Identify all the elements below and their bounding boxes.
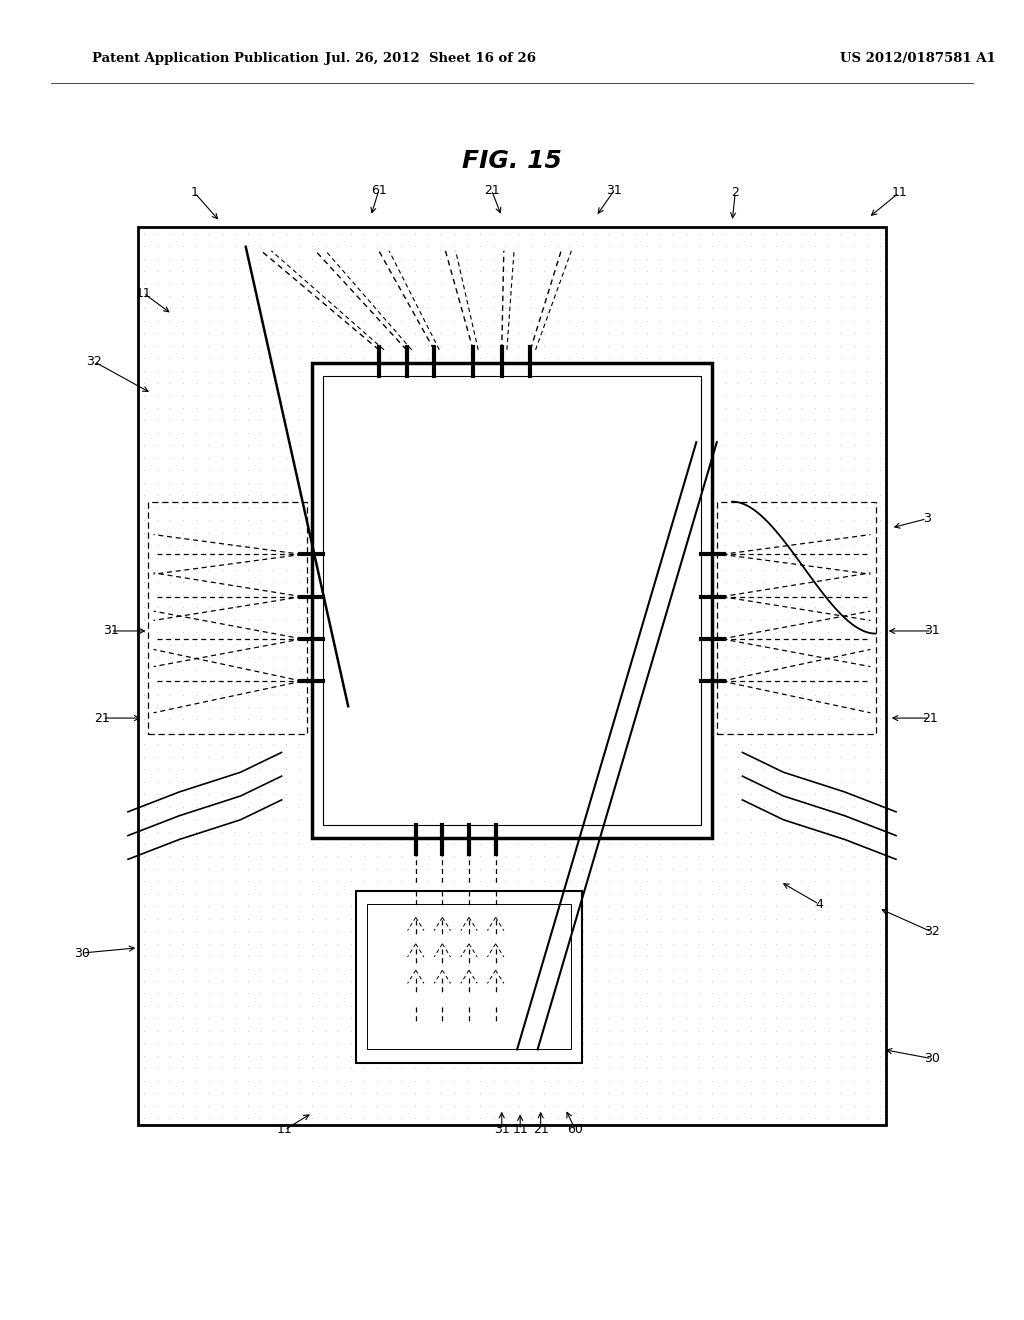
Text: 11: 11: [512, 1123, 528, 1137]
Text: 31: 31: [494, 1123, 510, 1137]
Text: 31: 31: [102, 624, 119, 638]
Bar: [138, 227, 886, 1125]
Bar: [367, 904, 571, 1049]
Bar: [148, 502, 307, 734]
Text: 11: 11: [891, 186, 907, 199]
Bar: [717, 502, 876, 734]
Bar: [356, 891, 582, 1063]
Text: 21: 21: [532, 1123, 549, 1137]
Text: 32: 32: [924, 925, 940, 939]
Text: FIG. 15: FIG. 15: [462, 149, 562, 173]
Text: 61: 61: [371, 183, 387, 197]
Bar: [312, 363, 712, 838]
Text: 21: 21: [922, 711, 938, 725]
Text: 11: 11: [276, 1123, 293, 1137]
Text: 2: 2: [731, 186, 739, 199]
Text: 21: 21: [94, 711, 111, 725]
Text: 1: 1: [190, 186, 199, 199]
Text: 11: 11: [135, 286, 152, 300]
Bar: [323, 376, 701, 825]
Text: Jul. 26, 2012  Sheet 16 of 26: Jul. 26, 2012 Sheet 16 of 26: [325, 51, 536, 65]
Text: 30: 30: [924, 1052, 940, 1065]
Text: 32: 32: [86, 355, 102, 368]
Bar: [312, 363, 712, 838]
Text: 30: 30: [74, 946, 90, 960]
Text: Patent Application Publication: Patent Application Publication: [92, 51, 318, 65]
Text: 21: 21: [483, 183, 500, 197]
Text: US 2012/0187581 A1: US 2012/0187581 A1: [840, 51, 995, 65]
Bar: [356, 891, 582, 1063]
Text: 4: 4: [815, 898, 823, 911]
Text: 31: 31: [606, 183, 623, 197]
Text: 31: 31: [924, 624, 940, 638]
Text: 3: 3: [923, 512, 931, 525]
Text: 60: 60: [567, 1123, 584, 1137]
